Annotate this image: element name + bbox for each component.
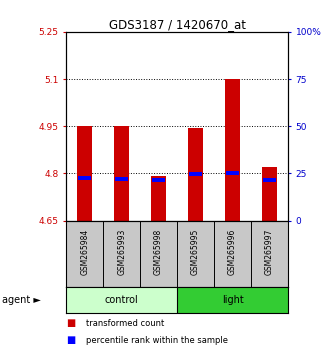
Bar: [177, 286, 288, 313]
Text: percentile rank within the sample: percentile rank within the sample: [86, 336, 228, 345]
Bar: [263, 178, 276, 182]
Bar: [114, 126, 129, 221]
Title: GDS3187 / 1420670_at: GDS3187 / 1420670_at: [109, 18, 246, 31]
Bar: [226, 171, 239, 175]
Text: light: light: [222, 295, 243, 305]
Text: GSM265996: GSM265996: [228, 229, 237, 275]
Bar: [152, 178, 165, 182]
Bar: [262, 167, 277, 221]
Text: agent ►: agent ►: [2, 295, 40, 305]
Text: GSM265993: GSM265993: [117, 229, 126, 275]
Text: ■: ■: [66, 318, 75, 328]
Bar: [77, 126, 92, 221]
Bar: [188, 128, 203, 221]
Text: GSM265984: GSM265984: [80, 229, 89, 275]
Text: transformed count: transformed count: [86, 319, 164, 328]
Text: GSM265997: GSM265997: [265, 229, 274, 275]
Text: GSM265995: GSM265995: [191, 229, 200, 275]
Bar: [189, 172, 202, 176]
Bar: [66, 286, 177, 313]
Text: ■: ■: [66, 335, 75, 345]
Bar: [115, 177, 128, 181]
Text: GSM265998: GSM265998: [154, 229, 163, 275]
Bar: [225, 79, 240, 221]
Bar: [78, 176, 91, 180]
Bar: [151, 177, 166, 221]
Text: control: control: [105, 295, 138, 305]
